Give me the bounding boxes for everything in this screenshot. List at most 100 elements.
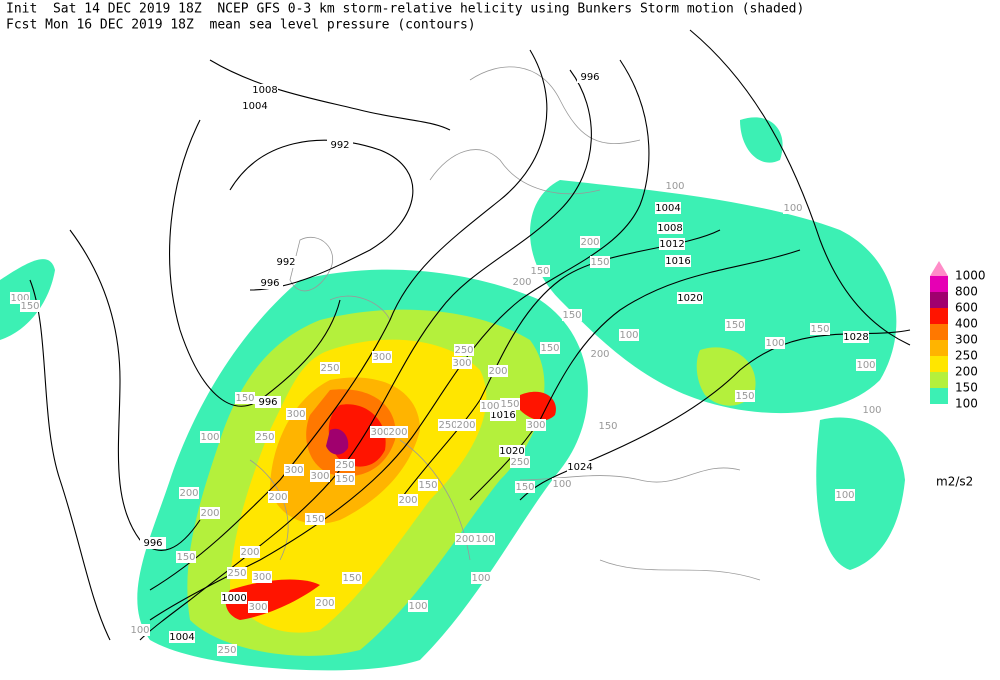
helicity-label: 150	[562, 310, 581, 321]
label-box	[455, 533, 475, 545]
helicity-label: 150	[500, 399, 519, 410]
helicity-area	[520, 391, 556, 421]
isobar-label: 1012	[659, 239, 684, 250]
label-box	[471, 572, 491, 584]
label-box	[540, 342, 560, 354]
label-box	[242, 100, 268, 112]
legend-label: 400	[955, 317, 978, 331]
label-box	[862, 404, 882, 416]
helicity-label: 300	[252, 572, 271, 583]
label-box	[454, 344, 474, 356]
header-line1: Init Sat 14 DEC 2019 18Z NCEP GFS 0-3 km…	[6, 2, 804, 17]
helicity-label: 300	[286, 409, 305, 420]
label-box	[252, 571, 272, 583]
helicity-label: 150	[810, 324, 829, 335]
label-box	[418, 479, 438, 491]
label-box	[856, 359, 876, 371]
isobar-label: 996	[258, 397, 277, 408]
isobar	[519, 329, 911, 501]
isobar	[149, 49, 548, 591]
legend-label: 200	[955, 365, 978, 379]
coastlines	[249, 66, 761, 581]
label-box	[530, 265, 550, 277]
label-box	[835, 489, 855, 501]
label-box	[335, 473, 355, 485]
label-box	[179, 487, 199, 499]
label-box	[176, 551, 196, 563]
isobar-label: 992	[330, 140, 349, 151]
helicity-area	[326, 428, 349, 455]
isobar-label: 1004	[655, 203, 680, 214]
helicity-label: 100	[765, 338, 784, 349]
legend-swatch	[930, 340, 948, 356]
isobar-label: 996	[580, 72, 599, 83]
legend-swatch	[930, 276, 948, 292]
label-box	[765, 337, 785, 349]
helicity-label: 100	[130, 625, 149, 636]
isobar-label: 996	[143, 538, 162, 549]
label-box	[286, 408, 306, 420]
helicity-label: 200	[200, 508, 219, 519]
helicity-label: 300	[452, 358, 471, 369]
label-box	[255, 431, 275, 443]
label-box	[240, 546, 260, 558]
isobar	[209, 59, 451, 291]
label-box	[268, 491, 288, 503]
label-box	[438, 419, 458, 431]
helicity-label: 100	[856, 360, 875, 371]
helicity-label: 150	[515, 482, 534, 493]
helicity-label: 250	[217, 645, 236, 656]
legend-swatch	[930, 261, 948, 276]
helicity-label: 250	[510, 457, 529, 468]
legend-swatch	[930, 308, 948, 324]
helicity-label: 150	[305, 514, 324, 525]
helicity-label: 200	[512, 277, 531, 288]
label-box	[252, 84, 278, 96]
label-box	[320, 362, 340, 374]
label-box	[370, 426, 390, 438]
helicity-area	[530, 180, 897, 414]
helicity-label: 200	[315, 598, 334, 609]
legend-label: 100	[955, 397, 978, 411]
label-box	[665, 180, 685, 192]
label-box	[248, 601, 268, 613]
legend-label: 800	[955, 285, 978, 299]
isobar	[169, 119, 341, 407]
helicity-label: 300	[526, 420, 545, 431]
label-box	[562, 309, 582, 321]
legend-label: 150	[955, 381, 978, 395]
label-box	[456, 419, 476, 431]
isobar-label: 1020	[499, 446, 524, 457]
helicity-label: 300	[310, 471, 329, 482]
label-box	[284, 464, 304, 476]
helicity-label: 100	[475, 534, 494, 545]
label-box	[169, 631, 195, 643]
isobars	[29, 29, 911, 641]
helicity-label: 150	[598, 421, 617, 432]
legend-label: 1000	[955, 269, 986, 283]
helicity-label: 250	[438, 420, 457, 431]
helicity-label: 200	[268, 492, 287, 503]
label-box	[515, 481, 535, 493]
isobar-label: 1004	[169, 632, 194, 643]
label-box	[140, 537, 166, 549]
helicity-label: 200	[388, 427, 407, 438]
label-box	[590, 256, 610, 268]
helicity-label: 150	[735, 391, 754, 402]
helicity-label: 150	[176, 552, 195, 563]
isobar-label: 1016	[665, 256, 690, 267]
isobar-label: 1020	[677, 293, 702, 304]
helicity-label: 300	[284, 465, 303, 476]
helicity-label: 100	[10, 293, 29, 304]
helicity-label: 150	[20, 301, 39, 312]
label-box	[273, 256, 299, 268]
label-box	[577, 71, 603, 83]
helicity-label: 100	[471, 573, 490, 584]
legend-swatch	[930, 372, 948, 388]
helicity-label: 100	[665, 181, 684, 192]
label-box	[783, 202, 803, 214]
helicity-label: 200	[456, 420, 475, 431]
label-box	[235, 392, 255, 404]
